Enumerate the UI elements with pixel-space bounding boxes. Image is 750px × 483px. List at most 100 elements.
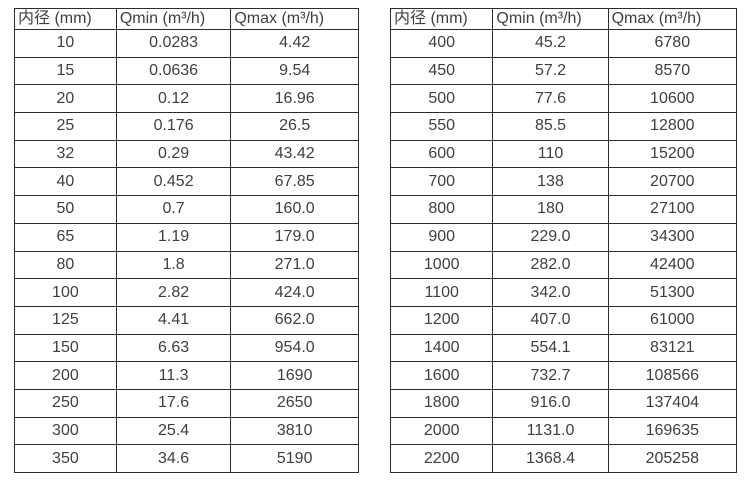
table-row: 32 0.29 43.42 bbox=[14, 139, 359, 169]
cell-qmin: 732.7 bbox=[492, 361, 609, 390]
table-row: 800 180 27100 bbox=[389, 195, 738, 224]
cell-qmax: 271.0 bbox=[230, 250, 359, 280]
cell-diameter: 700 bbox=[389, 167, 494, 197]
cell-diameter: 1100 bbox=[389, 278, 494, 307]
cell-diameter: 250 bbox=[14, 388, 117, 418]
cell-qmax: 27100 bbox=[607, 195, 738, 224]
cell-qmax: 6780 bbox=[607, 29, 738, 58]
cell-qmin: 0.29 bbox=[115, 139, 232, 169]
cell-diameter: 350 bbox=[14, 444, 117, 473]
table-row: 2000 1131.0 169635 bbox=[389, 416, 738, 446]
cell-diameter: 900 bbox=[389, 222, 494, 252]
cell-diameter: 450 bbox=[389, 56, 494, 86]
column-header-diameter: 内径 (mm) bbox=[389, 8, 494, 30]
cell-qmax: 3810 bbox=[230, 416, 359, 446]
cell-diameter: 1800 bbox=[389, 388, 494, 418]
cell-qmin: 0.7 bbox=[115, 195, 232, 224]
table-row: 350 34.6 5190 bbox=[14, 444, 359, 473]
cell-qmin: 554.1 bbox=[492, 333, 609, 363]
cell-qmax: 137404 bbox=[607, 388, 738, 418]
cell-qmax: 5190 bbox=[230, 444, 359, 473]
cell-qmax: 160.0 bbox=[230, 195, 359, 224]
cell-qmin: 180 bbox=[492, 195, 609, 224]
cell-diameter: 600 bbox=[389, 139, 494, 169]
cell-diameter: 800 bbox=[389, 195, 494, 224]
cell-diameter: 40 bbox=[14, 167, 117, 197]
cell-qmax: 169635 bbox=[607, 416, 738, 446]
column-header-qmin: Qmin (m³/h) bbox=[492, 8, 609, 30]
cell-qmax: 83121 bbox=[607, 333, 738, 363]
cell-diameter: 20 bbox=[14, 84, 117, 114]
cell-qmin: 229.0 bbox=[492, 222, 609, 252]
table-body: 400 45.2 6780 450 57.2 8570 500 77.6 10600 550 85.… bbox=[389, 29, 738, 473]
table-row: 80 1.8 271.0 bbox=[14, 250, 359, 280]
table-row: 700 138 20700 bbox=[389, 167, 738, 197]
table-row: 1800 916.0 137404 bbox=[389, 388, 738, 418]
cell-qmax: 51300 bbox=[607, 278, 738, 307]
cell-qmax: 179.0 bbox=[230, 222, 359, 252]
cell-qmin: 342.0 bbox=[492, 278, 609, 307]
cell-qmin: 45.2 bbox=[492, 29, 609, 58]
table-row: 1200 407.0 61000 bbox=[389, 305, 738, 335]
column-header-qmax: Qmax (m³/h) bbox=[607, 8, 738, 30]
cell-diameter: 25 bbox=[14, 112, 117, 141]
cell-qmax: 1690 bbox=[230, 361, 359, 390]
cell-qmax: 108566 bbox=[607, 361, 738, 390]
table-row: 250 17.6 2650 bbox=[14, 388, 359, 418]
table-row: 450 57.2 8570 bbox=[389, 56, 738, 86]
cell-qmax: 61000 bbox=[607, 305, 738, 335]
cell-qmin: 407.0 bbox=[492, 305, 609, 335]
cell-qmax: 205258 bbox=[607, 444, 738, 473]
cell-qmin: 85.5 bbox=[492, 112, 609, 141]
header-row: 内径 (mm) Qmin (m³/h) Qmax (m³/h) bbox=[14, 8, 359, 30]
cell-qmin: 1.8 bbox=[115, 250, 232, 280]
table-row: 500 77.6 10600 bbox=[389, 84, 738, 114]
cell-diameter: 10 bbox=[14, 29, 117, 58]
table-row: 1100 342.0 51300 bbox=[389, 278, 738, 307]
cell-qmin: 2.82 bbox=[115, 278, 232, 307]
table-row: 300 25.4 3810 bbox=[14, 416, 359, 446]
table-row: 150 6.63 954.0 bbox=[14, 333, 359, 363]
table-row: 400 45.2 6780 bbox=[389, 29, 738, 58]
table-row: 200 11.3 1690 bbox=[14, 361, 359, 390]
cell-qmax: 424.0 bbox=[230, 278, 359, 307]
cell-diameter: 65 bbox=[14, 222, 117, 252]
cell-qmax: 662.0 bbox=[230, 305, 359, 335]
column-header-qmin: Qmin (m³/h) bbox=[115, 8, 232, 30]
cell-qmin: 25.4 bbox=[115, 416, 232, 446]
cell-qmin: 1131.0 bbox=[492, 416, 609, 446]
cell-diameter: 150 bbox=[14, 333, 117, 363]
cell-qmax: 12800 bbox=[607, 112, 738, 141]
cell-qmin: 0.176 bbox=[115, 112, 232, 141]
table-row: 1600 732.7 108566 bbox=[389, 361, 738, 390]
cell-qmax: 2650 bbox=[230, 388, 359, 418]
cell-qmin: 916.0 bbox=[492, 388, 609, 418]
table-body: 10 0.0283 4.42 15 0.0636 9.54 20 0.12 16.96 25 0.1… bbox=[14, 29, 359, 473]
column-header-qmax: Qmax (m³/h) bbox=[230, 8, 359, 30]
cell-qmax: 26.5 bbox=[230, 112, 359, 141]
flow-spec-table-small: 内径 (mm) Qmin (m³/h) Qmax (m³/h) 10 0.0283… bbox=[14, 8, 359, 473]
table-row: 1000 282.0 42400 bbox=[389, 250, 738, 280]
cell-qmax: 15200 bbox=[607, 139, 738, 169]
cell-qmax: 10600 bbox=[607, 84, 738, 114]
cell-diameter: 300 bbox=[14, 416, 117, 446]
cell-qmin: 0.0636 bbox=[115, 56, 232, 86]
cell-qmin: 77.6 bbox=[492, 84, 609, 114]
table-row: 50 0.7 160.0 bbox=[14, 195, 359, 224]
cell-qmin: 110 bbox=[492, 139, 609, 169]
cell-qmin: 0.12 bbox=[115, 84, 232, 114]
cell-qmin: 17.6 bbox=[115, 388, 232, 418]
cell-qmin: 282.0 bbox=[492, 250, 609, 280]
cell-diameter: 80 bbox=[14, 250, 117, 280]
cell-qmax: 16.96 bbox=[230, 84, 359, 114]
cell-diameter: 100 bbox=[14, 278, 117, 307]
table-row: 900 229.0 34300 bbox=[389, 222, 738, 252]
cell-diameter: 2200 bbox=[389, 444, 494, 473]
cell-diameter: 1600 bbox=[389, 361, 494, 390]
cell-qmin: 138 bbox=[492, 167, 609, 197]
cell-diameter: 32 bbox=[14, 139, 117, 169]
cell-qmax: 8570 bbox=[607, 56, 738, 86]
cell-qmin: 34.6 bbox=[115, 444, 232, 473]
table-row: 550 85.5 12800 bbox=[389, 112, 738, 141]
cell-qmax: 4.42 bbox=[230, 29, 359, 58]
